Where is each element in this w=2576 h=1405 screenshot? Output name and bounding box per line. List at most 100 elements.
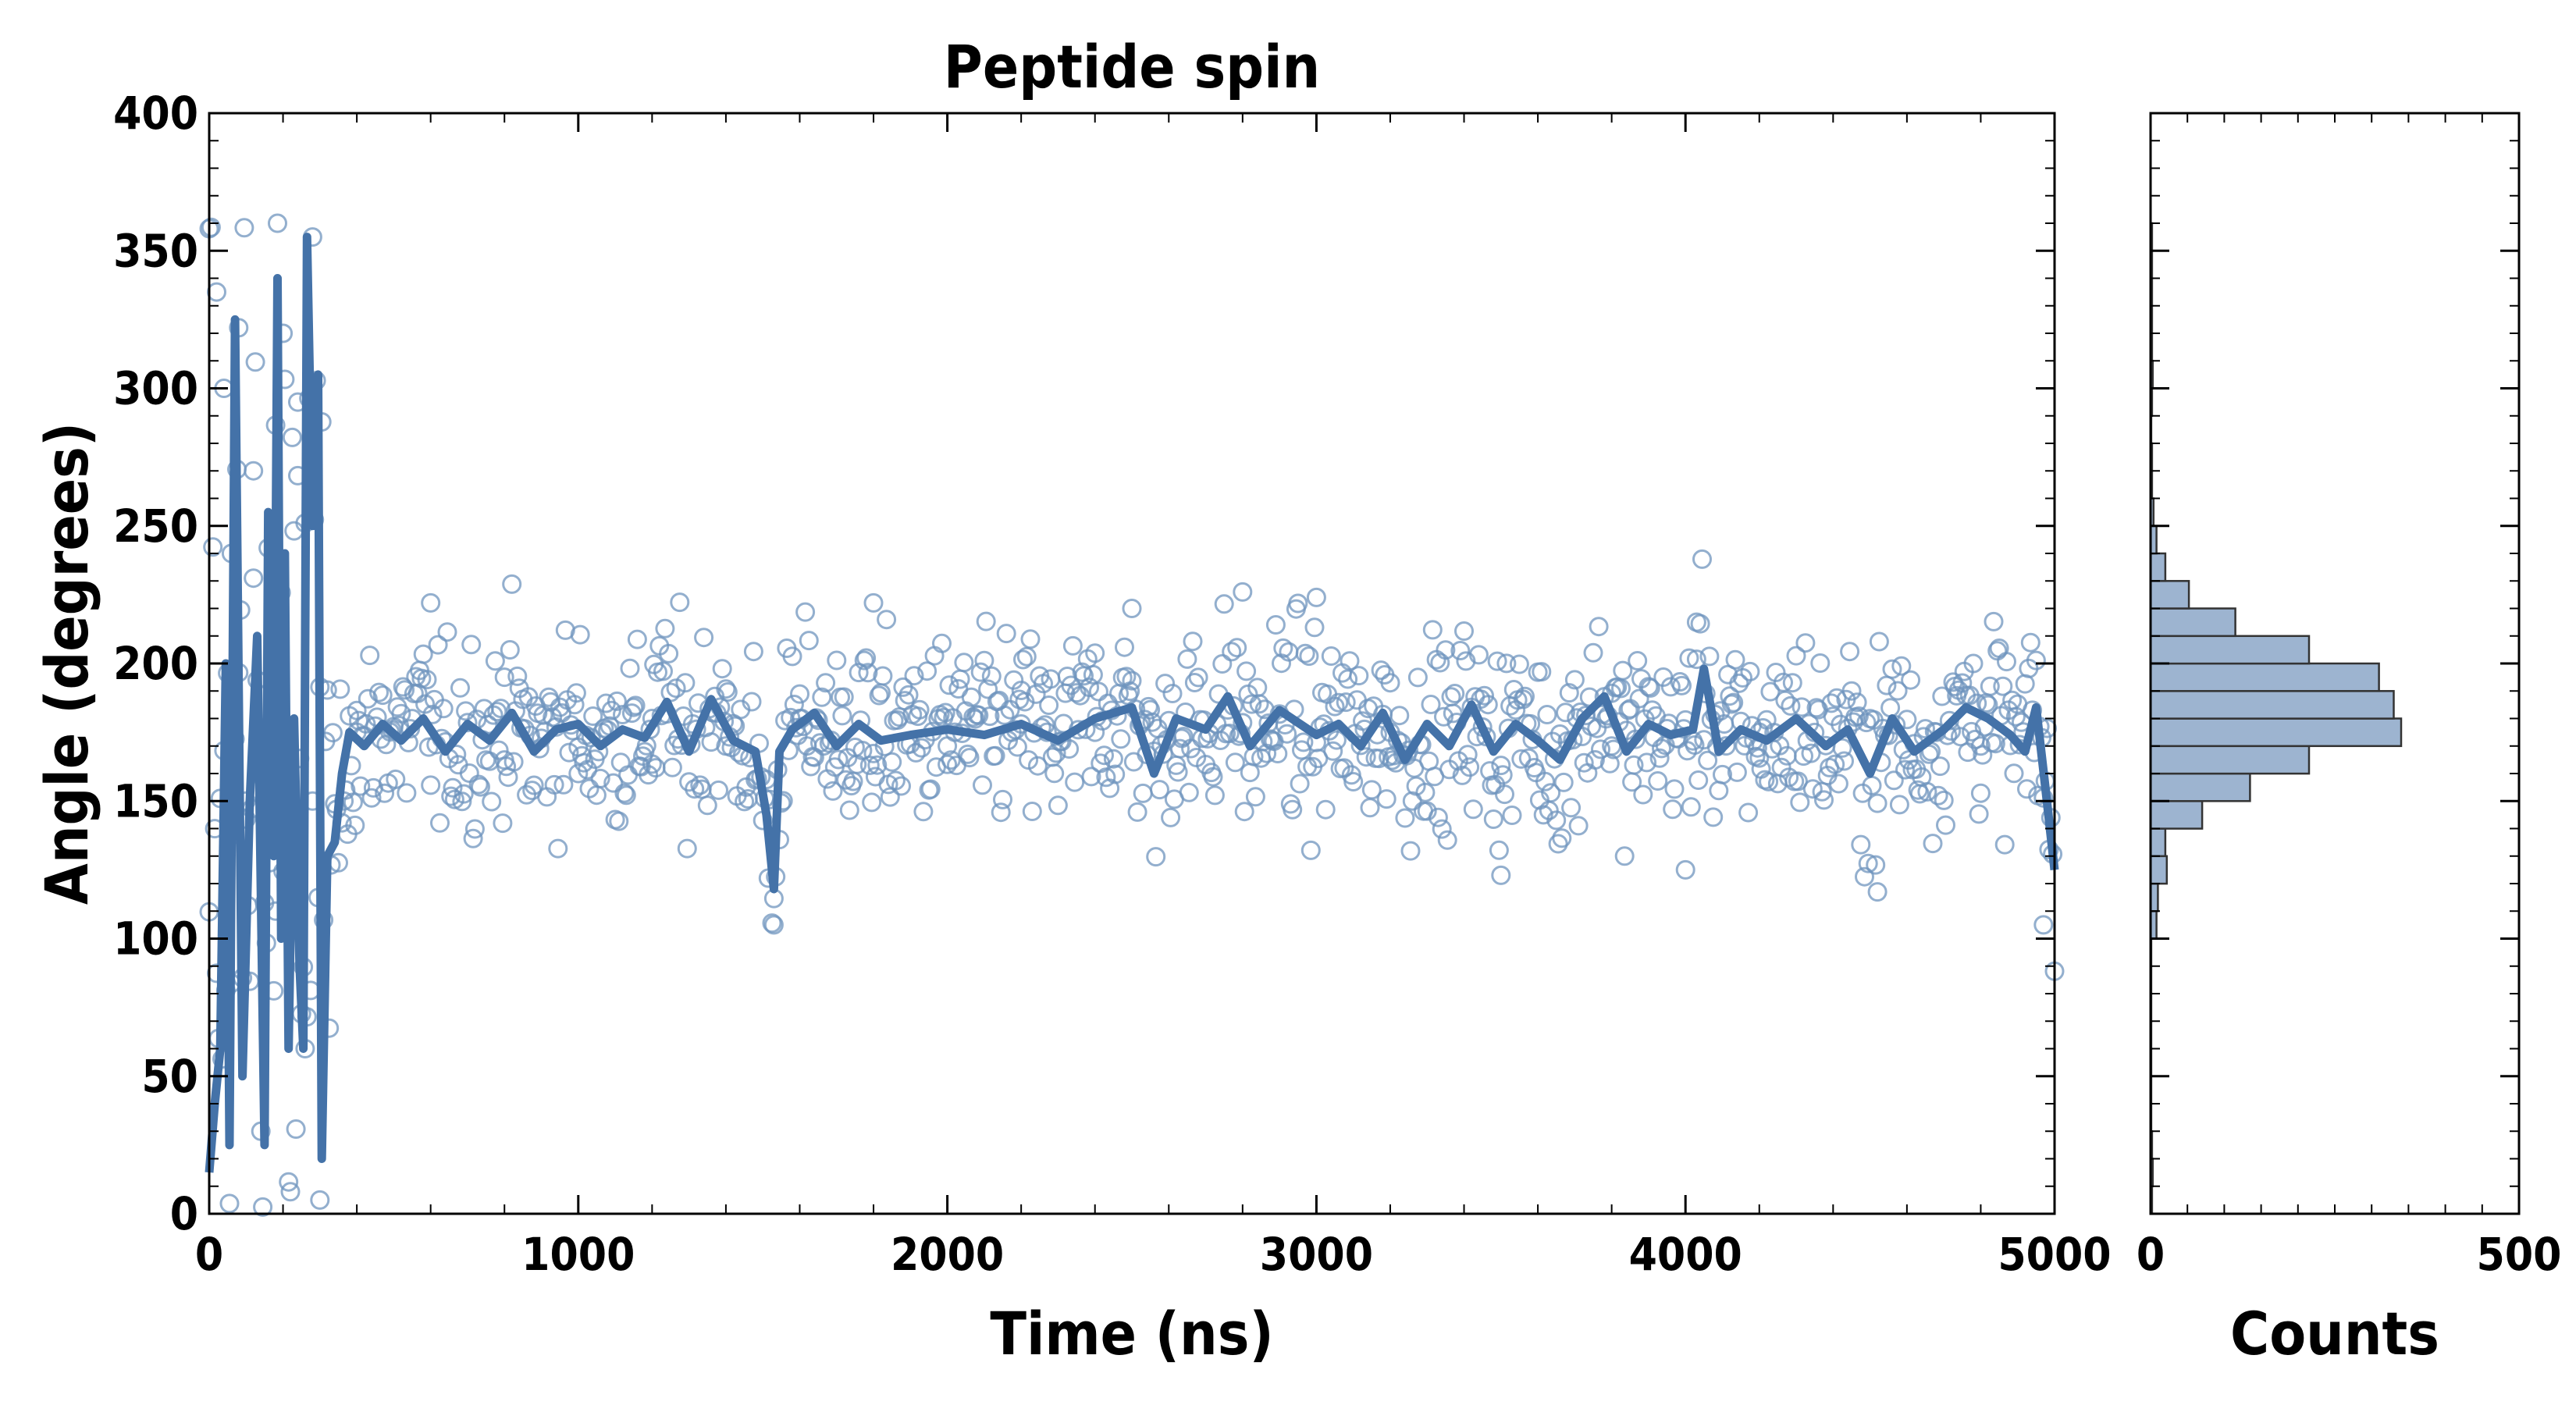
raw-angle-point: [812, 687, 832, 707]
raw-angle-point: [568, 763, 589, 784]
raw-angle-point: [1802, 779, 1823, 799]
raw-angle-point: [2004, 763, 2024, 784]
raw-angle-point: [810, 733, 830, 753]
raw-angle-point: [1724, 692, 1744, 713]
raw-angle-point: [268, 213, 287, 233]
raw-angle-point: [996, 624, 1016, 644]
raw-angle-point: [1085, 722, 1105, 742]
raw-angle-point: [1535, 771, 1555, 791]
raw-angle-point: [524, 775, 544, 795]
histogram-bar: [2149, 855, 2169, 885]
raw-angle-point: [1415, 782, 1436, 802]
raw-angle-point: [397, 783, 417, 803]
raw-angle-point: [1686, 612, 1706, 632]
raw-angle-point: [1891, 656, 1912, 676]
raw-angle-point: [1491, 756, 1511, 776]
raw-angle-point: [969, 705, 989, 725]
raw-angle-point: [1428, 807, 1448, 827]
x-tick-label: 4000: [1629, 1228, 1742, 1281]
raw-angle-point: [742, 692, 762, 712]
raw-angle-point: [502, 574, 522, 594]
raw-angle-point: [1489, 840, 1509, 860]
raw-angle-point: [1212, 654, 1233, 674]
raw-angle-point: [1081, 767, 1101, 787]
raw-angle-point: [1347, 690, 1367, 710]
raw-angle-point: [1559, 683, 1579, 703]
raw-angle-point: [1493, 765, 1513, 785]
raw-angle-point: [1513, 689, 1533, 710]
raw-angle-point: [330, 679, 350, 699]
histogram-panel: 0 500 Counts: [2137, 112, 2561, 1368]
raw-angle-point: [1236, 661, 1257, 681]
raw-angle-point: [461, 635, 482, 655]
y-tick-label: 200: [113, 637, 198, 690]
raw-angle-point: [2033, 915, 2054, 935]
y-tick-label: 150: [113, 774, 198, 827]
raw-angle-point: [1407, 667, 1428, 688]
raw-angle-point: [433, 699, 454, 719]
raw-angle-point: [1478, 695, 1498, 715]
raw-angle-point: [1457, 745, 1478, 765]
raw-angle-point: [1574, 752, 1594, 773]
raw-angle-point: [1376, 789, 1397, 809]
raw-angle-point: [913, 802, 934, 822]
raw-angle-point: [2026, 650, 2046, 670]
raw-angle-point: [1020, 629, 1041, 649]
raw-angle-point: [482, 791, 502, 812]
raw-angle-point: [1625, 729, 1646, 749]
raw-angle-point: [468, 774, 489, 795]
raw-angle-point: [1483, 809, 1503, 829]
raw-angle-point: [1629, 688, 1649, 709]
raw-angle-point: [1293, 732, 1314, 752]
raw-angle-point: [1880, 698, 1901, 718]
raw-angle-point: [1858, 853, 1878, 873]
raw-angle-point: [1685, 735, 1705, 755]
raw-angle-point: [322, 723, 343, 743]
raw-angle-point: [1568, 816, 1589, 836]
x-tick-label: 1000: [521, 1228, 635, 1281]
main-axis-ticks: 0 1000 2000 3000 4000 5000 0 50 100 150 200 250 300 3…: [113, 87, 2112, 1281]
raw-angle-point: [716, 736, 736, 756]
raw-angle-point: [1343, 772, 1364, 791]
raw-angle-point: [1613, 660, 1633, 681]
raw-angle-point: [795, 602, 816, 622]
histogram-bar: [2149, 717, 2403, 748]
raw-angle-point: [834, 687, 854, 707]
raw-angle-point: [1901, 670, 1921, 690]
raw-angle-point: [1219, 724, 1240, 744]
raw-angle-point: [763, 915, 784, 935]
raw-angle-point: [1349, 666, 1369, 686]
raw-angle-point: [898, 685, 919, 705]
raw-angle-point: [610, 752, 631, 773]
raw-angle-point: [978, 679, 998, 699]
y-tick-label: 250: [113, 500, 198, 553]
histogram-bar: [2149, 772, 2251, 802]
raw-angle-point: [839, 800, 859, 820]
raw-angle-point: [991, 802, 1011, 823]
raw-angle-point: [614, 783, 635, 803]
raw-angle-point: [343, 792, 363, 813]
raw-angle-point: [1013, 649, 1033, 670]
raw-angle-point: [885, 770, 906, 791]
raw-angle-point: [1788, 771, 1808, 791]
raw-angle-point: [694, 628, 714, 648]
raw-angle-point: [717, 682, 738, 702]
raw-angle-point: [620, 658, 640, 678]
raw-angle-point: [1295, 643, 1315, 663]
raw-angle-point: [395, 680, 415, 700]
raw-angle-point: [1735, 735, 1755, 756]
raw-angle-point: [1321, 646, 1341, 666]
raw-angle-point: [799, 631, 819, 651]
raw-angle-point: [601, 700, 621, 720]
raw-angle-point: [361, 788, 382, 808]
raw-angle-point: [282, 427, 302, 447]
raw-angle-point: [437, 622, 457, 642]
raw-angle-point: [1994, 834, 2015, 855]
x-axis-label: Time (ns): [990, 1299, 1273, 1368]
raw-angle-point: [697, 795, 717, 816]
histogram-bar: [2149, 580, 2190, 610]
raw-angle-point: [1468, 645, 1489, 665]
raw-angle-point: [1759, 771, 1779, 791]
raw-angle-point: [1934, 790, 1954, 810]
raw-angle-point: [1633, 784, 1653, 805]
